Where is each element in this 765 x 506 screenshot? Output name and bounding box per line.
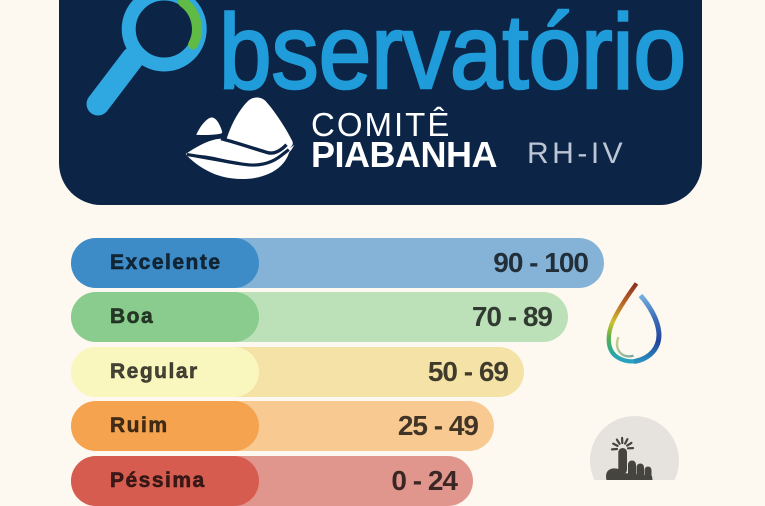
svg-text:bservatório: bservatório bbox=[219, 0, 686, 111]
